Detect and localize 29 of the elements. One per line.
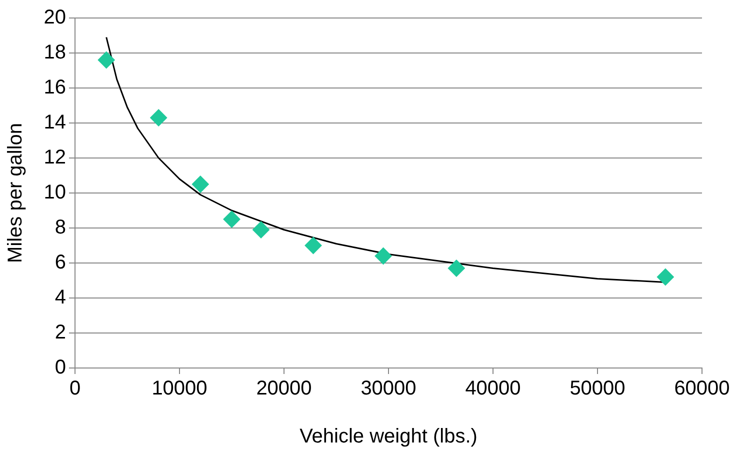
point	[192, 176, 209, 193]
x-tick-label: 10000	[152, 378, 208, 400]
y-tick-label: 8	[54, 216, 66, 239]
x-tick-label: 50000	[570, 378, 626, 400]
x-tick-label: 0	[69, 378, 81, 400]
x-tick-label: 60000	[674, 378, 730, 400]
y-tick-label: 20	[44, 6, 66, 29]
y-tick-label: 10	[44, 182, 66, 204]
y-tick-label: 4	[54, 286, 66, 309]
point	[656, 268, 674, 286]
y-tick-label: 2	[54, 322, 66, 344]
y-tick-label: 6	[54, 252, 66, 274]
x-tick-label: 20000	[256, 378, 312, 400]
y-tick-label: 14	[44, 112, 66, 134]
y-tick-label: 18	[44, 42, 66, 64]
point	[223, 210, 240, 228]
y-axis-title: Miles per gallon	[4, 122, 27, 264]
x-tick-label: 30000	[360, 378, 416, 400]
y-tick-label: 16	[44, 76, 66, 99]
point	[448, 260, 465, 277]
y-tick-label: 12	[44, 146, 66, 169]
point	[150, 109, 168, 126]
point	[252, 221, 270, 238]
point	[98, 52, 115, 68]
x-axis-title: Vehicle weight (lbs.)	[300, 426, 478, 448]
y-tick-label: 0	[54, 356, 66, 379]
x-tick-label: 40000	[465, 378, 521, 400]
point	[374, 248, 392, 264]
point	[304, 237, 322, 254]
